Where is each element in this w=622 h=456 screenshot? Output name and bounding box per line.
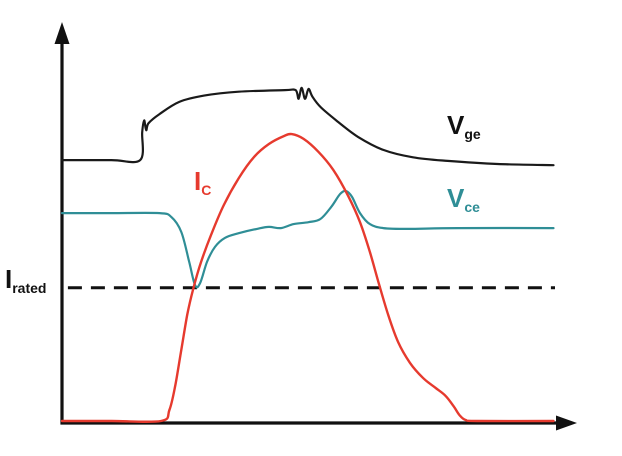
label-i-rated: Irated	[5, 264, 46, 295]
label-i-c-main: I	[194, 166, 202, 196]
label-v-ce-sub: ce	[464, 199, 480, 215]
label-i-c-sub: C	[201, 182, 212, 198]
label-v-ge: Vge	[447, 110, 481, 141]
label-v-ge-main: V	[447, 110, 465, 140]
label-v-ge-sub: ge	[464, 126, 481, 142]
label-i-rated-sub: rated	[12, 280, 47, 296]
label-v-ce: Vce	[447, 183, 480, 214]
label-i-rated-main: I	[5, 264, 13, 294]
label-i-c: IC	[194, 166, 211, 197]
label-v-ce-main: V	[447, 183, 465, 213]
